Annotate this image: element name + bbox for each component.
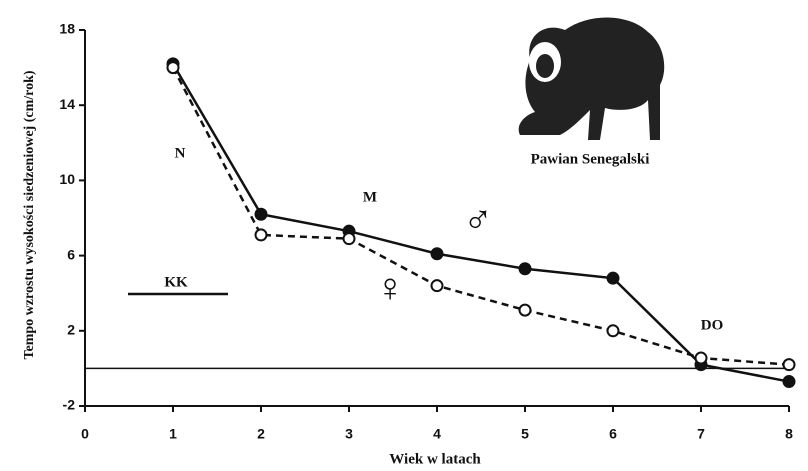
- data-point: [784, 376, 795, 387]
- y-tick-label: 14: [59, 96, 75, 112]
- x-axis-label: Wiek w latach: [389, 451, 481, 467]
- y-tick-label: 10: [59, 171, 75, 187]
- data-point: [168, 62, 179, 73]
- y-tick-label: -2: [63, 397, 76, 413]
- annotation: Pawian Senegalski: [531, 151, 650, 167]
- data-point: [608, 273, 619, 284]
- y-tick-label: 2: [67, 322, 75, 338]
- y-tick-label: 6: [67, 246, 75, 262]
- x-tick-label: 2: [257, 426, 265, 442]
- x-tick-label: 0: [81, 426, 89, 442]
- data-point: [608, 325, 619, 336]
- chart: Tempo wzrostu wysokości siedzeniowej (cm…: [0, 0, 808, 471]
- data-point: [784, 359, 795, 370]
- annotation: KK: [164, 274, 188, 290]
- x-tick-label: 1: [169, 426, 177, 442]
- x-tick-label: 8: [785, 426, 793, 442]
- data-point: [344, 233, 355, 244]
- data-point: [520, 305, 531, 316]
- data-point: [256, 229, 267, 240]
- x-tick-label: 3: [345, 426, 353, 442]
- female-symbol: ♀: [375, 265, 405, 310]
- data-point: [256, 209, 267, 220]
- male-symbol: ♂: [463, 197, 493, 242]
- y-axis-label: Tempo wzrostu wysokości siedzeniowej (cm…: [22, 70, 37, 359]
- x-tick-label: 4: [433, 426, 441, 442]
- data-point: [432, 248, 443, 259]
- annotation: DO: [701, 317, 724, 333]
- baboon-illustration: [519, 17, 665, 140]
- y-tick-label: 18: [59, 21, 75, 37]
- data-point: [696, 353, 707, 364]
- data-point: [520, 263, 531, 274]
- x-tick-label: 5: [521, 426, 529, 442]
- annotation: M: [363, 189, 377, 205]
- data-point: [432, 280, 443, 291]
- annotation: N: [175, 145, 186, 161]
- x-tick-label: 7: [697, 426, 705, 442]
- x-tick-label: 6: [609, 426, 617, 442]
